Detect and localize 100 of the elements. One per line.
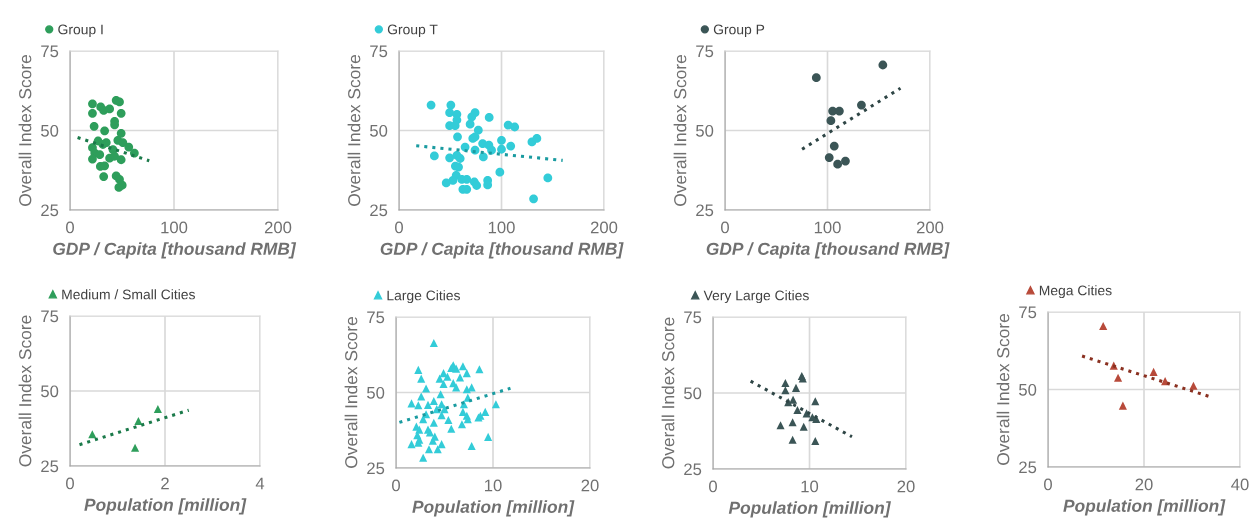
point — [781, 378, 790, 388]
point — [529, 194, 538, 204]
point — [439, 380, 448, 389]
point — [105, 104, 115, 114]
point — [465, 119, 475, 129]
point — [781, 386, 790, 395]
point — [811, 436, 820, 446]
point — [437, 411, 446, 420]
point — [88, 154, 97, 164]
point — [824, 153, 834, 162]
x-tick-label: 100 — [488, 221, 515, 234]
y-tick-label: 75 — [696, 45, 714, 58]
point — [791, 383, 801, 392]
point — [124, 142, 134, 152]
point — [475, 365, 484, 374]
y-tick-label: 25 — [684, 463, 702, 476]
x-tick-label: 4 — [255, 477, 265, 490]
y-tick-label: 50 — [41, 385, 59, 398]
x-tick-label: 20 — [897, 480, 915, 493]
x-axis-title: GDP / Capita [thousand RMB] — [53, 242, 297, 259]
x-tick-label: 0 — [66, 221, 74, 234]
point — [878, 60, 888, 70]
y-tick-label: 50 — [370, 124, 388, 137]
y-axis-title: Overall Index Score — [18, 55, 32, 206]
point — [857, 100, 866, 110]
point — [445, 108, 455, 118]
point — [89, 121, 99, 131]
point — [829, 141, 839, 151]
point — [826, 116, 836, 126]
point — [426, 100, 436, 110]
point — [811, 73, 821, 83]
point — [428, 436, 437, 445]
point — [116, 128, 126, 138]
x-tick-label: 100 — [161, 221, 188, 234]
legend-label: Group T — [387, 24, 438, 38]
y-axis-title: Overall Index Score — [18, 315, 32, 467]
point — [467, 112, 477, 122]
x-tick-label: 0 — [709, 480, 717, 493]
point — [1189, 381, 1198, 390]
x-axis-title: GDP / Capita [thousand RMB] — [380, 242, 624, 259]
x-tick-label: 200 — [590, 221, 618, 234]
point — [441, 178, 451, 188]
point — [543, 173, 553, 183]
x-tick-label: 0 — [66, 477, 74, 490]
legend-label: Medium / Small Cities — [62, 289, 195, 300]
point — [497, 144, 506, 154]
point — [491, 400, 500, 409]
point — [455, 373, 465, 382]
y-tick-label: 75 — [370, 45, 388, 58]
point — [788, 418, 797, 427]
point — [510, 122, 520, 132]
y-tick-label: 50 — [367, 386, 385, 399]
legend-label: Mega Cities — [1039, 285, 1112, 299]
point — [532, 134, 542, 143]
point — [88, 108, 97, 118]
point — [447, 424, 456, 433]
point — [444, 415, 453, 425]
x-tick-label: 10 — [801, 480, 819, 493]
point — [419, 453, 428, 462]
point — [423, 400, 433, 409]
point — [443, 372, 452, 381]
point — [439, 369, 448, 378]
x-tick-label: 200 — [916, 221, 944, 234]
point — [115, 97, 124, 107]
x-tick-label: 40 — [1231, 478, 1249, 491]
x-tick-label: 0 — [721, 221, 729, 234]
point — [484, 113, 494, 122]
point — [467, 441, 476, 450]
point — [788, 435, 797, 444]
point — [429, 151, 439, 161]
point — [118, 138, 128, 147]
point — [153, 404, 162, 414]
point — [99, 172, 109, 181]
x-tick-label: 10 — [485, 479, 502, 492]
legend-label: Very Large Cities — [703, 290, 809, 304]
point — [506, 141, 516, 151]
x-tick-label: 20 — [1135, 478, 1153, 491]
point — [424, 445, 434, 454]
legend-label: Large Cities — [387, 290, 460, 304]
point — [414, 365, 423, 374]
point — [95, 150, 105, 160]
point — [134, 416, 143, 426]
y-tick-label: 50 — [684, 387, 702, 400]
x-axis-title: Population [million] — [84, 498, 247, 515]
point — [88, 99, 97, 109]
y-tick-label: 25 — [1019, 461, 1037, 474]
x-tick-label: 0 — [392, 479, 400, 492]
point — [497, 135, 506, 145]
point — [789, 395, 798, 404]
point — [1099, 321, 1108, 330]
point — [435, 374, 444, 383]
point — [484, 432, 493, 441]
point — [473, 125, 483, 135]
point — [835, 106, 844, 116]
point — [833, 159, 843, 169]
point — [131, 443, 140, 452]
point — [478, 152, 488, 162]
point — [429, 338, 438, 348]
point — [417, 374, 426, 383]
x-tick-label: 2 — [161, 477, 169, 490]
